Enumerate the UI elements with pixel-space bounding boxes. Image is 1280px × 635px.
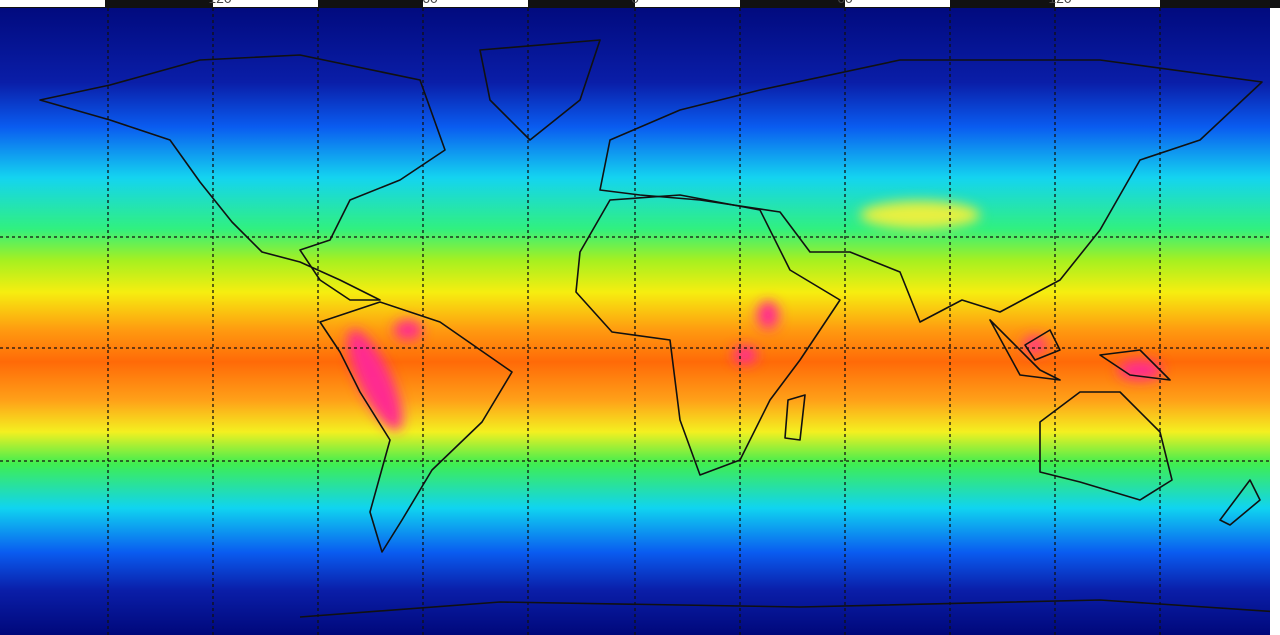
- lon-label: 120: [1048, 0, 1072, 6]
- graticule: [0, 8, 1280, 635]
- top-labels: 120 60 0 60 120: [208, 0, 1072, 6]
- lon-label: 60: [422, 0, 438, 6]
- lon-label: 120: [208, 0, 232, 6]
- lon-label: 0: [631, 0, 639, 6]
- lon-label: 60: [837, 0, 853, 6]
